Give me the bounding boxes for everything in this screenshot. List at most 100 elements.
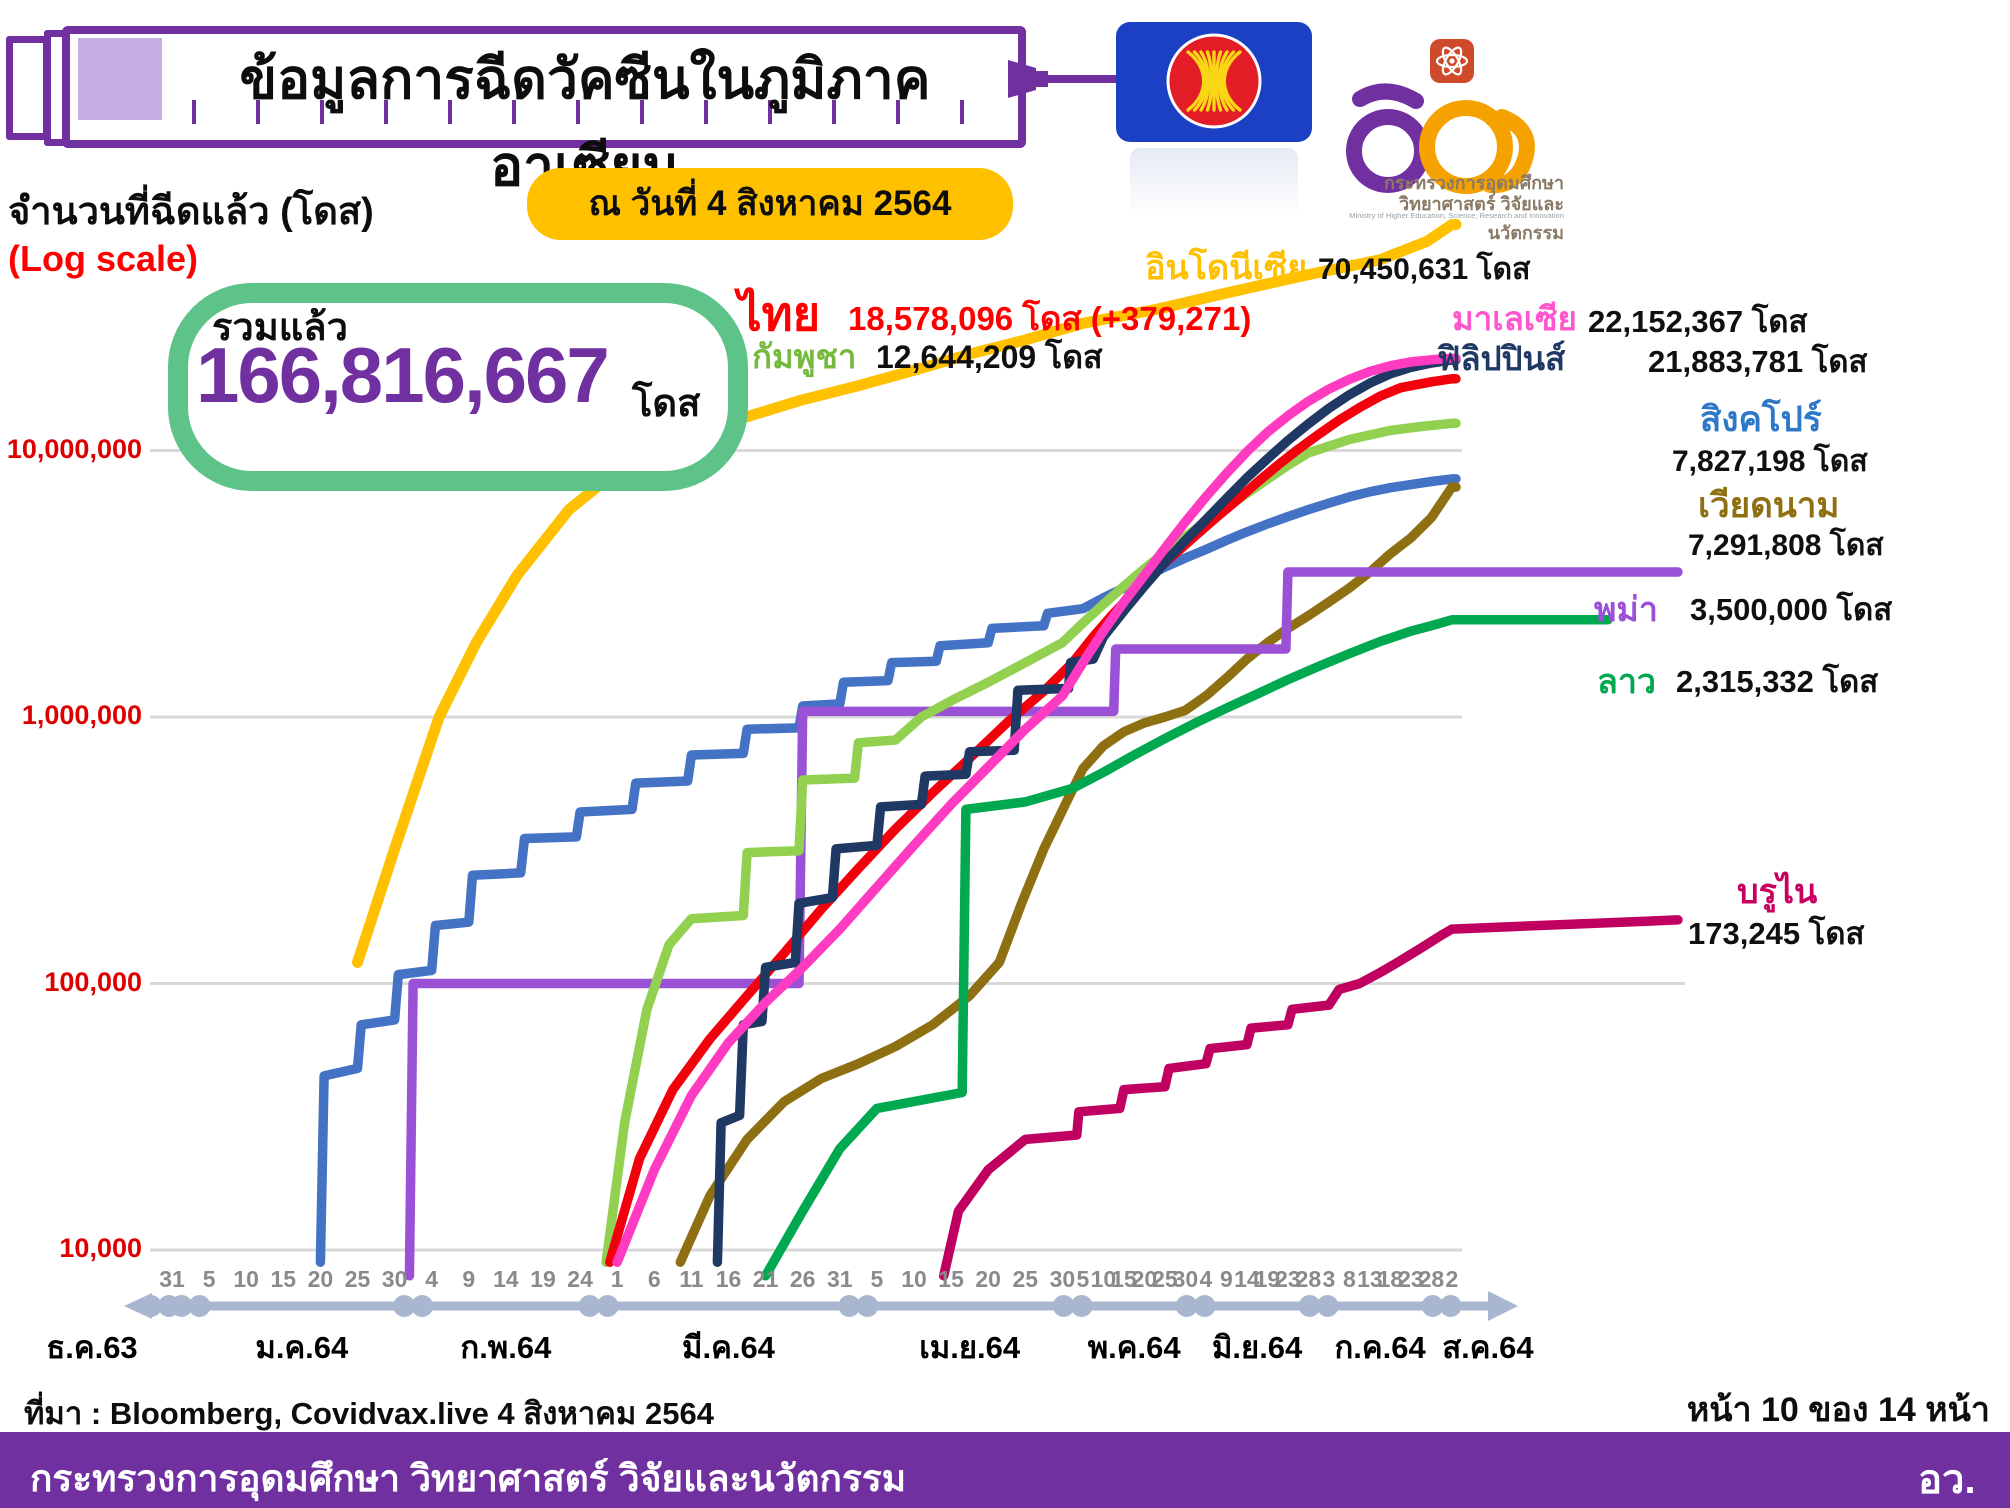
footer-ministry: กระทรวงการอุดมศึกษา วิทยาศาสตร์ วิจัยและ… — [30, 1458, 907, 1499]
x-tick-day: 10 — [1090, 1266, 1117, 1292]
timeline-marker — [393, 1295, 416, 1317]
timeline-marker — [158, 1295, 180, 1317]
timeline-marker — [170, 1295, 193, 1317]
atom-icon — [1430, 39, 1474, 83]
timeline-marker — [856, 1295, 879, 1317]
timeline-marker — [578, 1295, 601, 1317]
timeline-marker — [1193, 1295, 1216, 1317]
series-line-cambodia — [601, 418, 1461, 1267]
x-tick-day: 28 — [1418, 1266, 1445, 1292]
x-month-label: ธ.ค.63 — [46, 1330, 138, 1365]
x-tick-day: 25 — [1152, 1266, 1178, 1292]
value-cambodia: 12,644,209 โดส — [876, 339, 1103, 375]
page-title: ข้อมูลการฉีดวัคซีนในภูมิภาคอาเซียน — [239, 48, 931, 197]
timeline-marker — [1439, 1295, 1462, 1317]
x-tick-day: 5 — [202, 1266, 216, 1292]
timeline-marker — [1421, 1295, 1444, 1317]
x-tick-day: 26 — [789, 1266, 816, 1292]
label-cambodia: กัมพูชา — [752, 338, 857, 375]
mhesi-text-line1: กระทรวงการอุดมศึกษา — [1384, 173, 1564, 193]
x-tick-day: 5 — [1076, 1266, 1090, 1292]
x-tick-day: 23 — [1398, 1266, 1424, 1292]
total-label: รวมแล้ว — [212, 307, 348, 349]
x-month-label: พ.ค.64 — [1087, 1330, 1181, 1365]
asean-paddy-emblem — [1186, 50, 1242, 112]
y-tick-label: 100,000 — [44, 966, 142, 997]
timeline-marker — [1175, 1295, 1198, 1317]
log-scale-note: (Log scale) — [8, 238, 199, 279]
page-number: หน้า 10 ของ 14 หน้า — [1686, 1391, 1990, 1429]
total-value: 166,816,667 — [196, 331, 610, 419]
x-tick-day: 31 — [159, 1266, 185, 1292]
x-month-label: มิ.ย.64 — [1211, 1330, 1303, 1365]
x-tick-day: 4 — [425, 1266, 439, 1292]
x-month-label: ก.ค.64 — [1334, 1330, 1426, 1365]
asean-flag — [1116, 22, 1312, 142]
y-axis-title: จำนวนที่ฉีดแล้ว (โดส) — [8, 191, 374, 233]
x-tick-day: 16 — [715, 1266, 742, 1292]
timeline-marker — [838, 1295, 861, 1317]
footer-abbrev: อว. — [1918, 1458, 1976, 1502]
timeline-marker — [140, 1295, 162, 1317]
x-tick-day: 11 — [679, 1266, 704, 1292]
x-tick-day: 31 — [827, 1266, 853, 1292]
series-line-laos — [760, 615, 1613, 1281]
x-month-label: ม.ค.64 — [255, 1330, 349, 1365]
y-tick-label: 1,000,000 — [21, 700, 142, 730]
series-line-singapore — [315, 474, 1461, 1267]
mhesi-text-line3: Ministry of Higher Education, Science, R… — [1349, 211, 1564, 220]
x-tick-day: 15 — [1111, 1266, 1137, 1292]
timeline-marker — [1316, 1295, 1339, 1317]
timeline-marker — [1052, 1295, 1075, 1317]
x-tick-day: 20 — [1131, 1266, 1158, 1292]
x-tick-day: 10 — [233, 1266, 259, 1292]
as-of-date-badge: ณ วันที่ 4 สิงหาคม 2564 — [527, 168, 1013, 240]
value-thailand: 18,578,096 โดส (+379,271) — [848, 300, 1252, 337]
label-thailand: ไทย — [738, 287, 821, 340]
x-tick-day: 20 — [307, 1266, 334, 1292]
value-vietnam: 7,291,808 โดส — [1688, 529, 1884, 562]
label-laos: ลาว — [1597, 663, 1657, 701]
series-line-myanmar — [404, 567, 1683, 1281]
timeline-left-arrow — [124, 1293, 152, 1319]
x-tick-day: 18 — [1377, 1266, 1404, 1292]
value-indonesia: 70,450,631 โดส — [1318, 253, 1531, 286]
x-tick-day: 20 — [975, 1266, 1001, 1292]
x-tick-day: 30 — [1049, 1266, 1076, 1292]
x-tick-day: 8 — [1342, 1266, 1356, 1292]
timeline-marker — [1070, 1295, 1093, 1317]
y-tick-label: 10,000,000 — [6, 433, 142, 464]
x-tick-day: 3 — [1322, 1266, 1336, 1292]
timeline-marker — [596, 1295, 619, 1317]
x-tick-day: 9 — [1219, 1266, 1233, 1292]
timeline-right-arrow — [1488, 1291, 1518, 1321]
label-myanmar: พม่า — [1594, 591, 1658, 629]
value-malaysia: 22,152,367 โดส — [1588, 304, 1808, 339]
x-tick-day: 15 — [270, 1266, 297, 1292]
x-tick-day: 19 — [1254, 1266, 1281, 1292]
total-unit: โดส — [632, 383, 701, 425]
x-tick-day: 4 — [1199, 1266, 1213, 1292]
mhesi-loops-icon — [1346, 83, 1535, 194]
x-tick-day: 2 — [1445, 1266, 1459, 1292]
x-tick-day: 15 — [938, 1266, 964, 1292]
x-month-label: ก.พ.64 — [460, 1330, 552, 1365]
x-tick-day: 6 — [647, 1266, 661, 1292]
value-laos: 2,315,332 โดส — [1676, 664, 1879, 699]
syringe-scale-ticks — [192, 100, 964, 124]
x-tick-day: 25 — [344, 1266, 371, 1292]
label-singapore: สิงคโปร์ — [1700, 400, 1822, 439]
x-tick-day: 21 — [752, 1266, 779, 1292]
source-note: ที่มา : Bloomberg, Covidvax.live 4 สิงหา… — [24, 1396, 714, 1431]
mhesi-logo — [1346, 39, 1535, 194]
label-malaysia: มาเลเซีย — [1452, 300, 1577, 337]
x-month-label: ส.ค.64 — [1442, 1330, 1534, 1365]
x-tick-day: 23 — [1275, 1266, 1301, 1292]
y-tick-label: 10,000 — [59, 1233, 142, 1263]
value-myanmar: 3,500,000 โดส — [1690, 592, 1893, 627]
syringe-needle-icon — [1008, 60, 1122, 98]
label-indonesia: อินโดนีเซีย — [1145, 249, 1307, 287]
x-tick-day: 25 — [1012, 1266, 1039, 1292]
series-line-vietnam — [675, 482, 1461, 1267]
